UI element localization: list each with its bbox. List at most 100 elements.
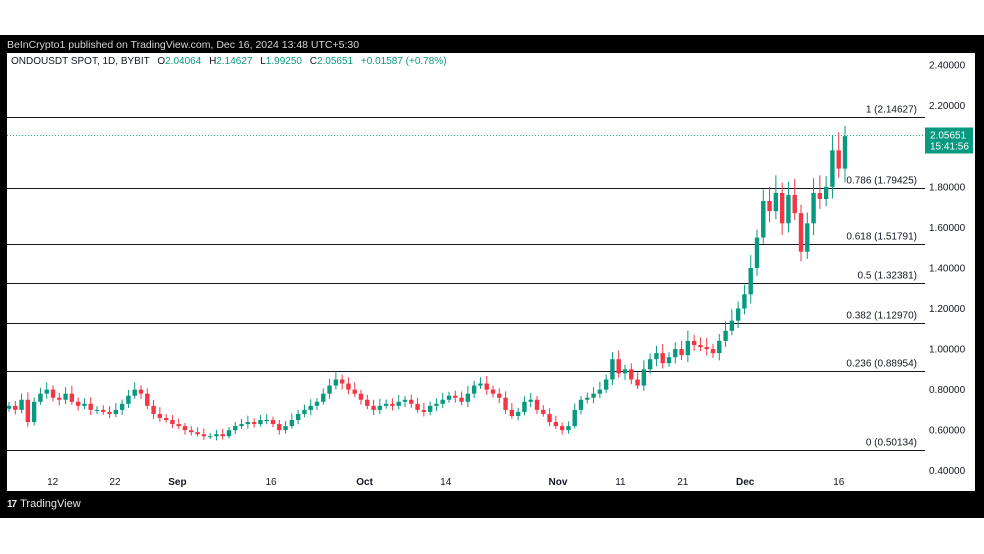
price-tag-bg [925, 127, 973, 154]
candle-131 [830, 135, 835, 199]
x-tick-8: 21 [677, 477, 689, 488]
candle-133 [842, 125, 848, 183]
candle-47 [302, 404, 307, 418]
y-tick-0: 2.40000 [929, 61, 966, 72]
x-tick-10: 16 [833, 477, 845, 488]
y-tick-1: 2.20000 [929, 101, 966, 112]
candle-120 [761, 189, 766, 244]
candle-39 [251, 418, 257, 428]
legend-l-value: 1.99250 [266, 56, 303, 67]
candle-1 [13, 401, 18, 415]
candle-106 [673, 342, 678, 364]
y-tick-8: 0.80000 [929, 385, 966, 396]
candle-114 [723, 321, 728, 347]
fib-label-3: 0.5 (1.32381) [858, 271, 918, 282]
candle-15 [101, 405, 106, 415]
candle-107 [679, 340, 684, 360]
candle-8 [57, 392, 62, 406]
candle-44 [283, 420, 288, 434]
candle-117 [742, 284, 747, 315]
candle-27 [176, 418, 181, 430]
x-tick-4: Oct [356, 477, 373, 488]
candle-67 [427, 401, 433, 416]
candle-130 [823, 176, 829, 207]
candle-20 [132, 382, 137, 399]
candle-28 [182, 422, 188, 435]
tradingview-logo[interactable]: 17 TradingView [7, 498, 81, 510]
candle-43 [277, 419, 282, 435]
candle-59 [377, 398, 383, 414]
candle-65 [415, 397, 420, 413]
candle-82 [522, 396, 527, 416]
candle-81 [515, 407, 521, 421]
candle-85 [541, 405, 546, 417]
candle-54 [346, 377, 351, 395]
chart-frame: BeInCrypto1 published on TradingView.com… [0, 35, 984, 518]
candle-86 [547, 408, 552, 427]
candle-69 [440, 392, 445, 408]
candle-16 [107, 406, 112, 419]
candle-95 [603, 374, 609, 393]
candle-29 [189, 426, 194, 436]
candle-126 [798, 204, 804, 262]
candlestick-chart[interactable]: 1 (2.14627) 0.786 (1.79425) 0.618 (1.51791… [7, 53, 975, 491]
candle-108 [685, 330, 691, 363]
legend-h-label: H [209, 56, 216, 67]
price-tag: 2.05651 15:41:56 [925, 127, 973, 154]
candle-13 [88, 397, 93, 415]
y-tick-7: 1.00000 [929, 345, 966, 356]
legend-c-value: 2.05651 [317, 56, 354, 67]
candle-61 [390, 398, 395, 411]
publish-info: BeInCrypto1 published on TradingView.com… [7, 39, 360, 51]
candle-94 [597, 381, 603, 399]
candle-80 [509, 402, 515, 419]
candle-7 [50, 385, 56, 402]
candle-121 [767, 186, 772, 223]
candles [7, 125, 848, 441]
candle-22 [145, 388, 150, 410]
fib-label-5: 0.236 (0.88954) [846, 359, 917, 370]
candle-23 [151, 399, 156, 419]
price-tag-countdown: 15:41:56 [930, 142, 969, 153]
x-tick-7: 11 [615, 477, 626, 488]
candle-0 [7, 402, 12, 412]
candle-3 [25, 392, 31, 427]
chart-panel[interactable]: 1 (2.14627) 0.786 (1.79425) 0.618 (1.51791… [7, 53, 975, 491]
candle-58 [371, 399, 376, 415]
candle-76 [484, 375, 489, 395]
candle-33 [214, 429, 219, 441]
candle-4 [31, 397, 37, 426]
candle-57 [365, 394, 370, 410]
candle-91 [578, 395, 584, 415]
x-tick-6: Nov [549, 477, 568, 488]
candle-10 [69, 385, 75, 405]
candle-128 [811, 178, 816, 236]
candle-52 [333, 371, 339, 390]
candle-125 [792, 178, 797, 220]
candle-35 [226, 427, 232, 439]
candle-124 [786, 181, 791, 233]
candle-100 [635, 372, 640, 389]
candle-41 [264, 414, 269, 425]
candle-48 [308, 399, 313, 415]
candle-56 [358, 389, 364, 405]
legend-change: +0.01587 (+0.78%) [361, 56, 447, 67]
candle-129 [817, 175, 823, 209]
tradingview-logo-icon: 17 [7, 498, 17, 510]
candle-26 [170, 415, 175, 429]
candle-62 [396, 395, 401, 410]
candle-51 [327, 378, 332, 399]
y-axis: 2.400002.200002.000001.800001.600001.400… [929, 61, 966, 478]
candle-75 [478, 377, 483, 389]
legend-h-value: 2.14627 [216, 56, 253, 67]
candle-38 [245, 415, 251, 429]
candle-30 [195, 427, 200, 437]
x-tick-1: 22 [109, 477, 121, 488]
candle-116 [735, 301, 741, 329]
candle-55 [352, 382, 357, 397]
candle-9 [63, 387, 68, 405]
candle-118 [748, 255, 753, 304]
candle-68 [434, 398, 439, 412]
fib-label-2: 0.618 (1.51791) [846, 232, 917, 243]
fib-levels: 1 (2.14627) 0.786 (1.79425) 0.618 (1.51791… [7, 105, 925, 451]
